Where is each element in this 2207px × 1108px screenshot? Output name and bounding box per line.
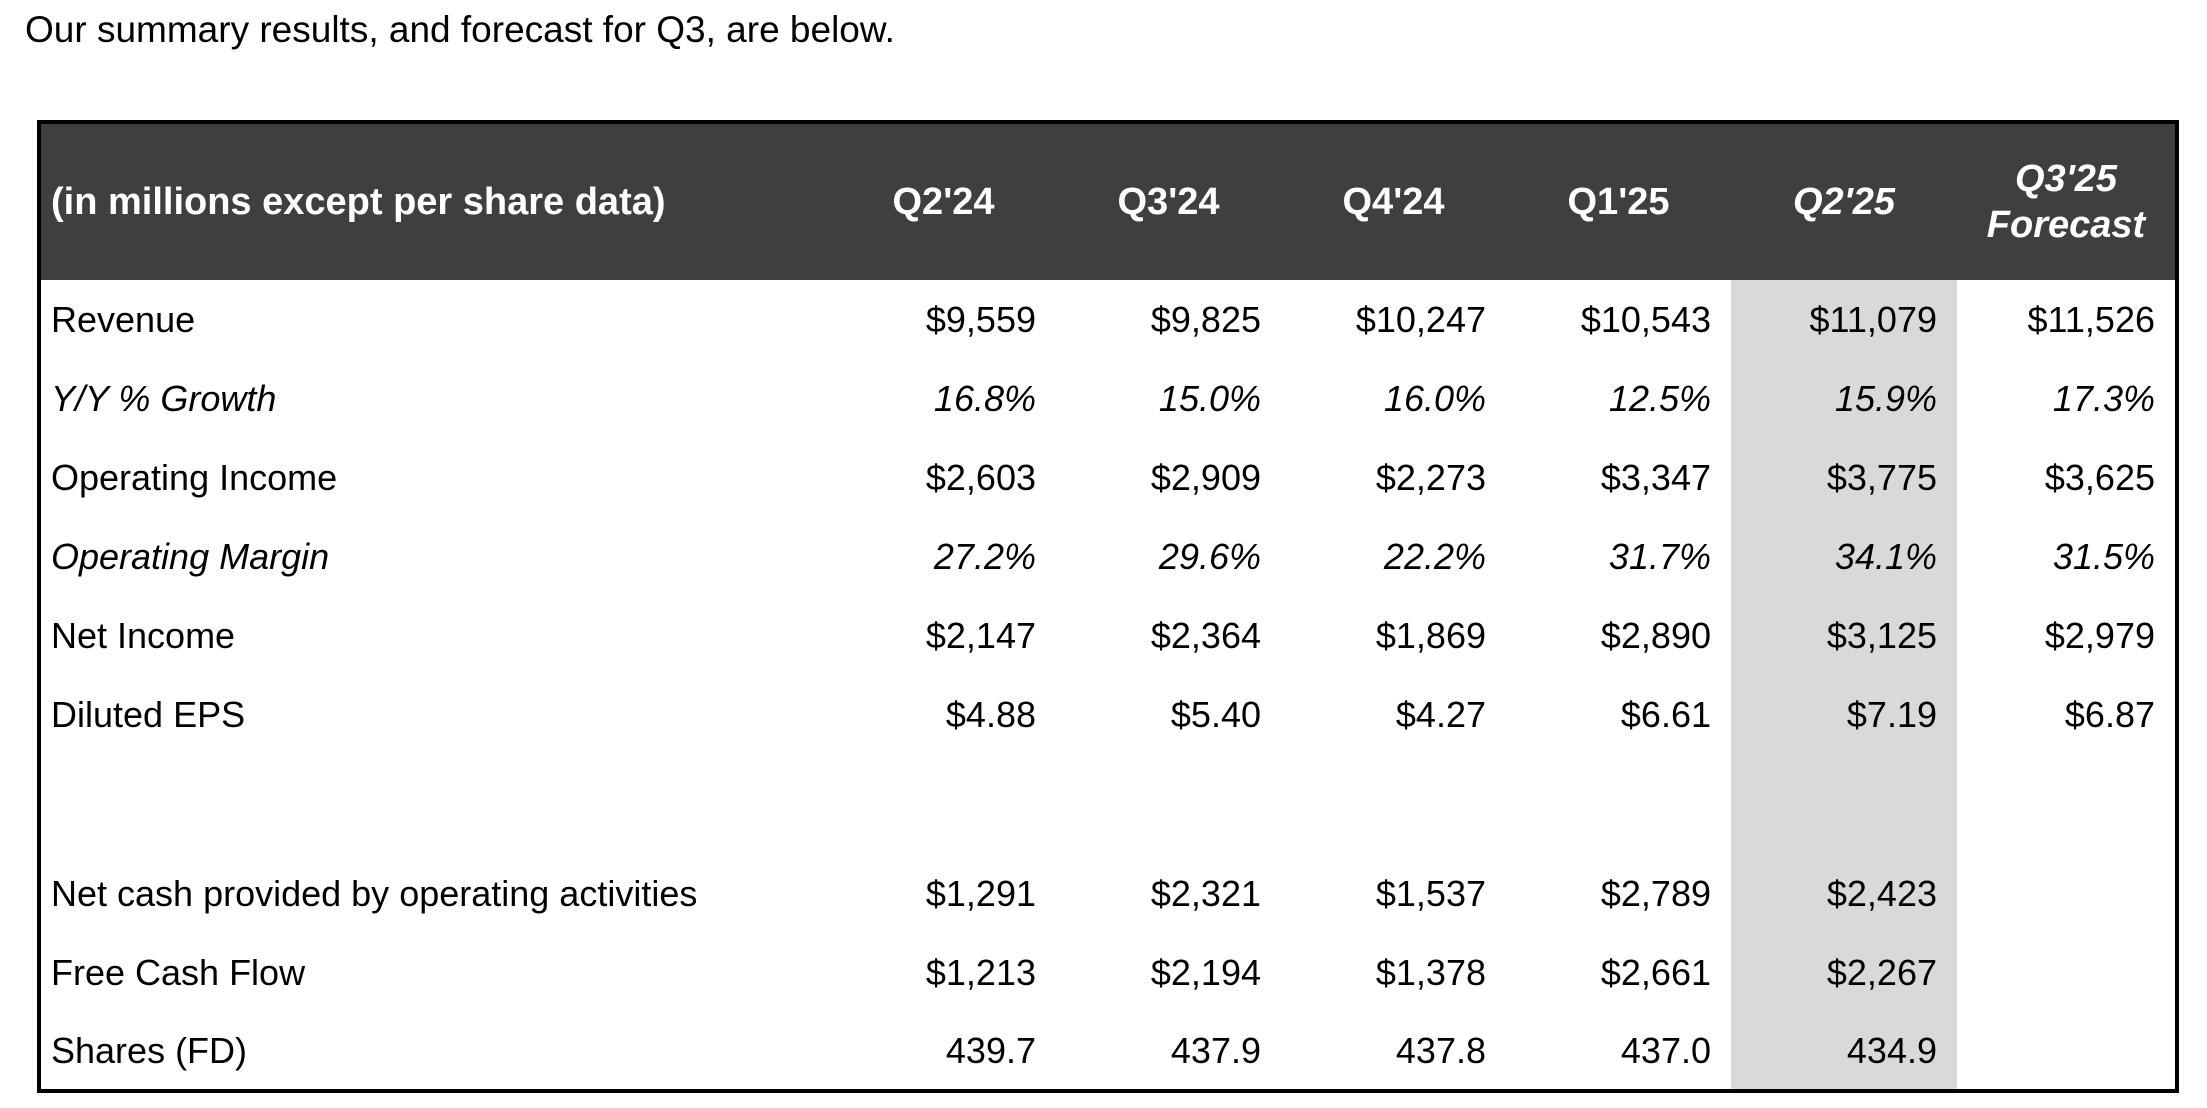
cell-value: $2,603 [925,456,1036,498]
spacer-cell [39,754,831,854]
cell-value-forecast: $3,625 [2044,456,2155,498]
cell-value: $5.40 [1170,693,1261,735]
cell-value-highlighted: $2,423 [1731,854,1957,933]
cell-value-highlighted: $11,079 [1731,280,1957,359]
spacer-cell [1056,754,1281,854]
cell-value: $2,364 [1150,614,1261,656]
cell-value-highlighted: $3,125 [1731,596,1957,675]
cell-value: $2,661 [1600,951,1711,993]
cell-value: 15.0% [1158,377,1261,419]
table-row-free-cash-flow: Free Cash Flow $1,213 $2,194 $1,378 $2,6… [39,933,2177,1012]
cell-value: $2,890 [1600,614,1711,656]
row-label: Revenue [51,298,196,340]
table-row-net-cash-operating: Net cash provided by operating activitie… [39,854,2177,933]
cell-value: 437.8 [1395,1029,1486,1071]
cell-value: $4.88 [945,693,1036,735]
header-q2-25: Q2'25 [1793,180,1895,223]
cell-value-forecast [1957,854,2177,933]
cell-value: 437.9 [1170,1029,1261,1071]
header-units-label: (in millions except per share data) [51,180,666,223]
cell-value: $9,559 [925,298,1036,340]
cell-value-highlighted: 434.9 [1731,1012,1957,1091]
cell-value-forecast: $2,979 [2044,614,2155,656]
cell-value-forecast [1957,933,2177,1012]
cell-value-highlighted: $7.19 [1731,675,1957,754]
header-q3-25-forecast-line1: Q3'25 [2015,158,2117,200]
table-row-net-income: Net Income $2,147 $2,364 $1,869 $2,890 $… [39,596,2177,675]
cell-value: 31.7% [1608,535,1711,577]
summary-results-table: (in millions except per share data) Q2'2… [37,120,2179,1093]
cell-value-highlighted: 34.1% [1731,517,1957,596]
cell-value-forecast: $6.87 [2064,693,2155,735]
cell-value-forecast: 31.5% [2052,535,2155,577]
spacer-cell-highlighted [1731,754,1957,854]
header-q1-25: Q1'25 [1567,180,1670,223]
spacer-cell [1506,754,1731,854]
cell-value: 16.0% [1383,377,1486,419]
cell-value: $10,247 [1355,298,1486,340]
table-spacer-row [39,754,2177,854]
table-header-row: (in millions except per share data) Q2'2… [39,122,2177,280]
cell-value: $2,194 [1150,951,1261,993]
row-label: Operating Margin [51,535,330,577]
cell-value: $2,147 [925,614,1036,656]
cell-value: 437.0 [1620,1029,1711,1071]
cell-value: $1,291 [925,872,1036,914]
cell-value: $1,213 [925,951,1036,993]
table-row-operating-income: Operating Income $2,603 $2,909 $2,273 $3… [39,438,2177,517]
row-label: Shares (FD) [51,1029,248,1071]
table-row-shares-fd: Shares (FD) 439.7 437.9 437.8 437.0 434.… [39,1012,2177,1091]
cell-value: $10,543 [1580,298,1711,340]
spacer-cell [1957,754,2177,854]
table-row-yy-growth: Y/Y % Growth 16.8% 15.0% 16.0% 12.5% 15.… [39,359,2177,438]
header-q2-24: Q2'24 [892,180,995,223]
cell-value: 439.7 [945,1029,1036,1071]
cell-value: $1,537 [1375,872,1486,914]
cell-value-highlighted: 15.9% [1731,359,1957,438]
spacer-cell [831,754,1056,854]
header-q3-25-forecast: Q3'25 Forecast [1957,122,2177,280]
row-label: Y/Y % Growth [51,377,277,419]
table-row-operating-margin: Operating Margin 27.2% 29.6% 22.2% 31.7%… [39,517,2177,596]
row-label: Free Cash Flow [51,951,306,993]
header-q4-24: Q4'24 [1342,180,1445,223]
cell-value: $9,825 [1150,298,1261,340]
cell-value-highlighted: $3,775 [1731,438,1957,517]
cell-value-highlighted: $2,267 [1731,933,1957,1012]
cell-value: $2,909 [1150,456,1261,498]
cell-value: 12.5% [1608,377,1711,419]
row-label: Diluted EPS [51,693,246,735]
cell-value: $1,378 [1375,951,1486,993]
header-q3-25-forecast-line2: Forecast [1986,204,2146,246]
table-row-diluted-eps: Diluted EPS $4.88 $5.40 $4.27 $6.61 $7.1… [39,675,2177,754]
cell-value: $3,347 [1600,456,1711,498]
cell-value: $1,869 [1375,614,1486,656]
cell-value: $2,273 [1375,456,1486,498]
row-label: Operating Income [51,456,338,498]
table-row-revenue: Revenue $9,559 $9,825 $10,247 $10,543 $1… [39,280,2177,359]
cell-value: 27.2% [933,535,1036,577]
row-label: Net cash provided by operating activitie… [51,872,698,914]
cell-value: 29.6% [1158,535,1261,577]
cell-value: $4.27 [1395,693,1486,735]
spacer-cell [1281,754,1506,854]
cell-value-forecast: $11,526 [2027,298,2155,340]
row-label: Net Income [51,614,236,656]
intro-text: Our summary results, and forecast for Q3… [25,9,895,50]
cell-value: $6.61 [1620,693,1711,735]
header-q3-24: Q3'24 [1117,180,1220,223]
cell-value: $2,321 [1150,872,1261,914]
cell-value: $2,789 [1600,872,1711,914]
cell-value-forecast: 17.3% [2052,377,2155,419]
cell-value-forecast [1957,1012,2177,1091]
cell-value: 22.2% [1383,535,1486,577]
cell-value: 16.8% [933,377,1036,419]
